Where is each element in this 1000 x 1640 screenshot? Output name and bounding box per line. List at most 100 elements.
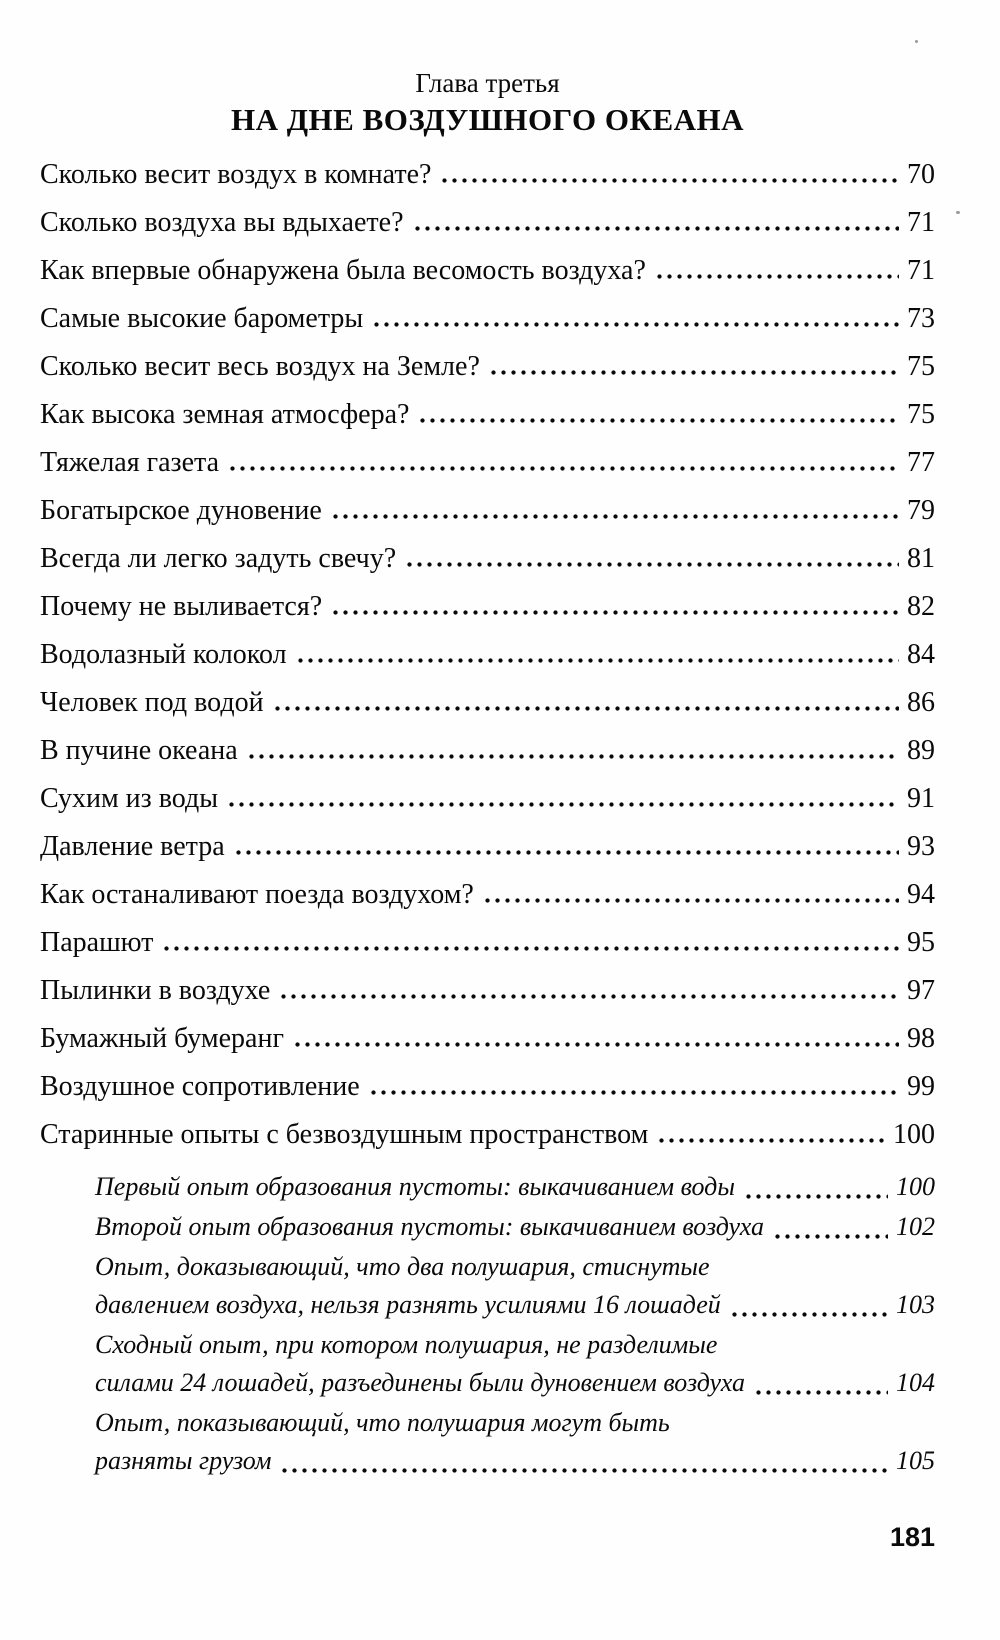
dot-leader (331, 513, 899, 520)
toc-entry-line: Тяжелая газета 77 (40, 448, 935, 478)
dot-leader (483, 897, 899, 904)
toc-entry-title: Человек под водой (40, 687, 264, 718)
toc-entry-line: Бумажный бумеранг 98 (40, 1024, 935, 1054)
dot-leader (296, 657, 899, 664)
dot-leader (406, 561, 899, 568)
toc-entry: Бумажный бумеранг 98 (40, 1024, 935, 1054)
toc-entry-title: Богатырское дуновение (40, 495, 322, 526)
toc-entry-line: Почему не выливается? 82 (40, 592, 935, 622)
toc-entry-title: силами 24 лошадей, разъединены были дуно… (95, 1368, 745, 1397)
toc-entry-page: 84 (907, 639, 935, 670)
toc-entry-page: 79 (907, 495, 935, 526)
toc-entry-line: Воздушное сопротивление 99 (40, 1072, 935, 1102)
toc-entry-title: Как высока земная атмосфера? (40, 399, 410, 430)
page-number: 181 (889, 1522, 935, 1552)
toc-entry: Сколько воздуха вы вдыхаете? 71 (40, 208, 935, 238)
toc-entry: Тяжелая газета 77 (40, 448, 935, 478)
chapter-label: Глава третья (415, 68, 560, 98)
toc-entry-title: Сколько воздуха вы вдыхаете? (40, 207, 404, 238)
toc-entry-page: 103 (896, 1290, 935, 1319)
toc-entry-line: Человек под водой 86 (40, 688, 935, 718)
toc-entry: Сколько весит весь воздух на Земле? 75 (40, 352, 935, 382)
toc-entry: Давление ветра 93 (40, 832, 935, 862)
toc-entry: Старинные опыты с безвоздушным пространс… (40, 1120, 935, 1150)
toc-entry-line: разняты грузом 105 (95, 1442, 935, 1480)
toc-entry-line: Сколько весит воздух в комнате? 70 (40, 160, 935, 190)
toc-entry-title: Тяжелая газета (40, 447, 220, 478)
toc-entry: Всегда ли легко задуть свечу? 81 (40, 544, 935, 574)
toc-entry-line: Как высока земная атмосфера? 75 (40, 400, 935, 430)
toc-entry: Как впервые обнаружена была весомость во… (40, 256, 935, 286)
toc-entry-line: Пылинки в воздухе 97 (40, 976, 935, 1006)
dot-leader (754, 1389, 888, 1396)
toc-entry-page: 99 (907, 1071, 935, 1102)
chapter-title: НА ДНЕ ВОЗДУШНОГО ОКЕАНА (230, 102, 745, 137)
toc-entry-title: Сколько весит воздух в комнате? (40, 159, 432, 190)
toc-entry: В пучине океана 89 (40, 736, 935, 766)
toc-entry-page: 75 (907, 351, 935, 382)
toc-entry-page: 100 (896, 1172, 935, 1201)
dot-leader (229, 465, 899, 472)
dot-leader (228, 801, 899, 808)
toc-entry: Почему не выливается? 82 (40, 592, 935, 622)
toc-entry: Парашют 95 (40, 928, 935, 958)
toc-entry-title: Опыт, показывающий, что полушария могут … (95, 1408, 670, 1437)
toc-entry-page: 93 (907, 831, 935, 862)
dot-leader (247, 753, 899, 760)
toc-entry: Сухим из воды 91 (40, 784, 935, 814)
dot-leader (373, 321, 899, 328)
toc-entry-title: Как впервые обнаружена была весомость во… (40, 255, 646, 286)
dot-leader (744, 1193, 888, 1200)
toc-entry-page: 94 (907, 879, 935, 910)
toc-entry-line: Опыт, показывающий, что полушария могут … (95, 1404, 935, 1442)
dot-leader (281, 1467, 888, 1474)
toc-entry-page: 100 (893, 1119, 935, 1150)
toc-entry-title: Давление ветра (40, 831, 225, 862)
toc-entry-page: 86 (907, 687, 935, 718)
toc-entry-title: Самые высокие барометры (40, 303, 364, 334)
toc-entry-title: Сколько весит весь воздух на Земле? (40, 351, 480, 382)
toc-entry-line: Давление ветра 93 (40, 832, 935, 862)
toc-entry-page: 91 (907, 783, 935, 814)
toc-entry-title: Опыт, доказывающий, что два полушария, с… (95, 1252, 710, 1281)
toc-entry: Первый опыт образования пустоты: выкачив… (95, 1168, 935, 1206)
dot-leader (730, 1311, 888, 1318)
toc-entry-title: Второй опыт образования пустоты: выкачив… (95, 1212, 764, 1241)
toc-entry-title: Воздушное сопротивление (40, 1071, 360, 1102)
toc-entry-page: 71 (907, 207, 935, 238)
toc-entry-line: Второй опыт образования пустоты: выкачив… (95, 1208, 935, 1246)
toc-entry-line: Водолазный колокол 84 (40, 640, 935, 670)
toc-entry-title: Как останаливают поезда воздухом? (40, 879, 474, 910)
toc-entry: Богатырское дуновение 79 (40, 496, 935, 526)
toc-entry-line: Парашют 95 (40, 928, 935, 958)
toc-entry-title: Сухим из воды (40, 783, 219, 814)
toc-entry: Второй опыт образования пустоты: выкачив… (95, 1208, 935, 1246)
toc-entry-page: 70 (907, 159, 935, 190)
scan-speck (915, 40, 918, 43)
toc-entry-page: 82 (907, 591, 935, 622)
dot-leader (369, 1089, 899, 1096)
toc-entry: Водолазный колокол 84 (40, 640, 935, 670)
scan-speck (956, 211, 960, 214)
toc-entry-line: Сходный опыт, при котором полушария, не … (95, 1326, 935, 1364)
toc-entry-line: давлением воздуха, нельзя разнять усилия… (95, 1286, 935, 1324)
toc-entry-title: Водолазный колокол (40, 639, 287, 670)
toc-entry: Человек под водой 86 (40, 688, 935, 718)
toc-entry-title: Парашют (40, 927, 154, 958)
toc-entry-line: Как останаливают поезда воздухом? 94 (40, 880, 935, 910)
dot-leader (163, 945, 899, 952)
toc-entry-title: Первый опыт образования пустоты: выкачив… (95, 1172, 735, 1201)
toc-entry-line: Как впервые обнаружена была весомость во… (40, 256, 935, 286)
toc-entry: Опыт, доказывающий, что два полушария, с… (95, 1248, 935, 1324)
dot-leader (658, 1137, 885, 1144)
toc-entry-page: 81 (907, 543, 935, 574)
toc-entry-line: Богатырское дуновение 79 (40, 496, 935, 526)
dot-leader (441, 177, 899, 184)
toc-entry-page: 71 (907, 255, 935, 286)
toc-entry-title: Сходный опыт, при котором полушария, не … (95, 1330, 718, 1359)
toc-entry-page: 104 (896, 1368, 935, 1397)
dot-leader (413, 225, 899, 232)
toc-entry: Пылинки в воздухе 97 (40, 976, 935, 1006)
dot-leader (273, 705, 899, 712)
